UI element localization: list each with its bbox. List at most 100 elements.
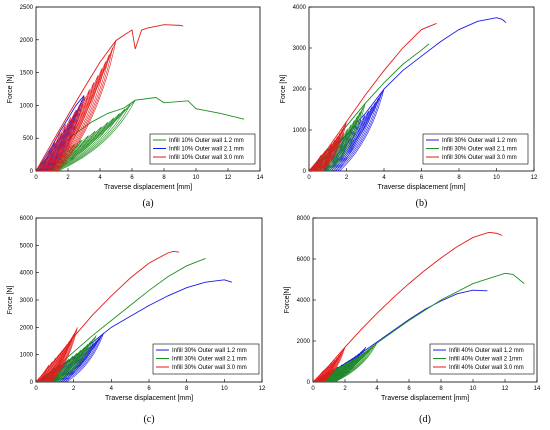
plot-area bbox=[309, 17, 507, 171]
legend-label: Infill 40% Outer wall 2 1mm bbox=[449, 357, 522, 363]
plot-area bbox=[36, 250, 233, 382]
x-tick-label: 8 bbox=[162, 175, 166, 181]
y-tick-label: 2000 bbox=[20, 38, 34, 44]
legend: Infill 10% Outer wall 1.2 mm Infill 10% O… bbox=[149, 133, 256, 165]
legend: Infill 30% Outer wall 1.2 mm Infill 30% O… bbox=[152, 343, 260, 375]
x-tick-label: 8 bbox=[439, 386, 443, 392]
panel-label: (c) bbox=[143, 414, 154, 425]
x-tick-label: 4 bbox=[375, 386, 379, 392]
x-tick-label: 14 bbox=[257, 175, 264, 181]
cycle-loop bbox=[43, 96, 86, 171]
x-tick-label: 0 bbox=[34, 386, 38, 392]
y-tick-label: 4000 bbox=[297, 298, 311, 304]
series-red bbox=[36, 24, 184, 171]
cycle-loop bbox=[38, 117, 72, 171]
cycle-loop bbox=[50, 327, 78, 382]
legend-label: Infill 30% Outer wall 2.1 mm bbox=[172, 357, 247, 363]
x-tick-label: 8 bbox=[457, 175, 461, 181]
series-line bbox=[309, 22, 437, 171]
y-tick-label: 2000 bbox=[20, 325, 34, 331]
legend-label: Infill 40% Outer wall 3.0 mm bbox=[449, 365, 524, 371]
cycle-loop bbox=[49, 117, 115, 171]
y-tick-label: 3000 bbox=[293, 46, 307, 52]
x-axis-label: Traverse displacement [mm] bbox=[381, 395, 469, 402]
plot-frame bbox=[35, 6, 261, 172]
cycle-loop bbox=[47, 349, 82, 382]
chart-panel-b: 0 2 4 6 8 10 12 0 1000 2000 3000 4000 Traverse displ… bbox=[280, 5, 538, 209]
chart-panel-a: 0 2 4 6 8 10 12 14 0 500 1000 1500 2000 2500 Traverse … bbox=[7, 5, 264, 209]
y-tick-label: 2000 bbox=[297, 339, 311, 345]
cycle-loop bbox=[333, 97, 379, 171]
cycle-loop bbox=[320, 125, 345, 171]
legend: Infill 30% Outer wall 1.2 mm Infill 30% O… bbox=[422, 133, 529, 165]
x-tick-label: 6 bbox=[147, 386, 151, 392]
x-axis-label: Traverse displacement [mm] bbox=[104, 184, 192, 191]
legend-label: Infill 30% Outer wall 3.0 mm bbox=[172, 365, 247, 371]
cycle-loop bbox=[318, 357, 338, 382]
cycle-loop bbox=[48, 330, 76, 382]
x-axis-label: Traverse displacement [mm] bbox=[377, 184, 465, 191]
cycle-loop bbox=[320, 352, 342, 382]
y-tick-label: 1500 bbox=[20, 71, 34, 77]
series-line bbox=[313, 289, 488, 382]
cycle-loop bbox=[47, 122, 109, 171]
cycle-loop bbox=[53, 108, 126, 171]
chart-panel-c: 0 2 4 6 8 10 12 0 1000 2000 3000 4000 5000 6000 Traver… bbox=[7, 216, 266, 425]
series-red bbox=[313, 231, 502, 382]
legend-box bbox=[149, 133, 256, 165]
y-tick-label: 2500 bbox=[20, 5, 34, 11]
y-tick-label: 0 bbox=[303, 169, 307, 175]
chart-panel-d: 0 2 4 6 8 10 12 14 0 2000 4000 6000 8000 Traverse dis… bbox=[284, 216, 541, 425]
y-tick-label: 5000 bbox=[20, 243, 34, 249]
x-tick-label: 4 bbox=[382, 175, 386, 181]
cycle-loop bbox=[327, 107, 364, 171]
y-axis-label: Force [N] bbox=[280, 75, 287, 104]
x-tick-label: 6 bbox=[407, 386, 411, 392]
x-tick-label: 10 bbox=[493, 175, 500, 181]
series-line bbox=[313, 272, 525, 382]
y-tick-label: 3000 bbox=[20, 298, 34, 304]
cycle-loop bbox=[50, 68, 103, 171]
legend-label: Infill 30% Outer wall 3.0 mm bbox=[442, 155, 517, 161]
legend-box bbox=[422, 133, 529, 165]
cycle-loop bbox=[43, 344, 68, 382]
x-tick-label: 2 bbox=[343, 386, 347, 392]
y-axis-label: Force [N] bbox=[7, 286, 14, 315]
x-tick-label: 0 bbox=[34, 175, 38, 181]
x-tick-label: 2 bbox=[66, 175, 70, 181]
y-axis-label: Force [N] bbox=[7, 75, 14, 104]
panel-label: (d) bbox=[419, 414, 431, 425]
x-tick-label: 8 bbox=[185, 386, 189, 392]
cycle-loop bbox=[317, 132, 341, 171]
y-tick-label: 6000 bbox=[20, 216, 34, 222]
y-tick-label: 1000 bbox=[20, 103, 34, 109]
series-red bbox=[309, 22, 437, 171]
legend-label: Infill 10% Outer wall 2.1 mm bbox=[169, 147, 244, 153]
x-tick-label: 4 bbox=[110, 386, 114, 392]
series-line bbox=[36, 250, 180, 382]
x-tick-label: 4 bbox=[98, 175, 102, 181]
legend-label: Infill 30% Outer wall 1.2 mm bbox=[442, 138, 517, 144]
x-tick-label: 6 bbox=[420, 175, 424, 181]
cycle-loop bbox=[322, 119, 362, 171]
x-tick-label: 6 bbox=[130, 175, 134, 181]
y-tick-label: 8000 bbox=[297, 216, 311, 222]
cycle-loop bbox=[56, 335, 97, 382]
x-tick-label: 0 bbox=[311, 386, 315, 392]
plot-area bbox=[313, 231, 525, 382]
x-tick-label: 12 bbox=[259, 386, 266, 392]
y-tick-label: 1000 bbox=[20, 353, 34, 359]
x-tick-label: 12 bbox=[502, 386, 509, 392]
cycle-loop bbox=[60, 337, 100, 382]
y-tick-label: 4000 bbox=[293, 5, 307, 11]
x-tick-label: 14 bbox=[534, 386, 541, 392]
legend: Infill 40% Outer wall 1.2 mm Infill 40% O… bbox=[429, 343, 535, 375]
x-tick-label: 12 bbox=[531, 175, 538, 181]
legend-box bbox=[152, 343, 260, 375]
x-tick-label: 2 bbox=[345, 175, 349, 181]
cycle-loop bbox=[37, 361, 53, 382]
cycle-loop bbox=[319, 129, 343, 171]
series-line bbox=[36, 24, 184, 171]
cycle-loop bbox=[58, 340, 97, 382]
